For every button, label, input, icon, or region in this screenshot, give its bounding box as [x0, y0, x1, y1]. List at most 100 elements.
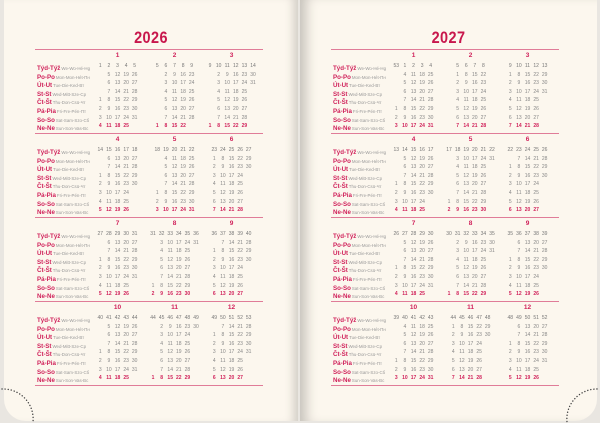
row-label-other-languages: Mon-Mon-Hét-Пн: [55, 242, 90, 248]
month-grid: 23 1 2 3 4 5 6 7 24 8 9 10 11 12 13 14 25 15 16 17 18 19 20 21 2…: [203, 146, 260, 215]
week-number: 30: [427, 231, 434, 237]
week-number: 11: [524, 63, 531, 69]
week-column: 22 25 26 27 28 29 30 31: [187, 146, 196, 215]
day-cell: 27: [427, 248, 434, 255]
week-number: 22: [489, 147, 495, 153]
day-cell: 19: [419, 239, 425, 246]
day-cell: 5: [456, 265, 459, 272]
divider: [35, 133, 263, 135]
row-label-other-languages: Wed-Mitt-Sze-Ср: [52, 91, 87, 97]
week-number: 29: [419, 231, 425, 237]
row-label-other-languages: Tue-Die-Ked-Вт: [349, 167, 381, 173]
row-label: Po-PoMon-Mon-Hét-Пн: [37, 239, 90, 249]
day-cell: 19: [233, 97, 239, 104]
day-cell: 29: [188, 189, 195, 196]
week-column: 44 1 2 3 4 5 6 7: [449, 314, 458, 383]
day-cell: 31: [427, 282, 434, 289]
week-column: 53 28 29 30 31: [244, 314, 253, 383]
day-cell: 31: [131, 114, 138, 121]
week-number: 35: [489, 231, 495, 237]
day-cell: [149, 357, 158, 366]
day-cell: 7: [164, 181, 168, 188]
day-cell: 26: [237, 282, 243, 289]
week-number: 19: [163, 147, 169, 153]
day-cell: [483, 348, 492, 357]
week-number: 44: [450, 315, 457, 321]
row-label: Pá-PiaFri-Fre-Pén-Пт: [333, 273, 382, 283]
week-column: 23 7 8 9 10 11 12 13: [515, 146, 524, 215]
day-cell: 1: [394, 357, 398, 364]
row-label-other-languages: Sat-Sam-Szo-Сб: [55, 369, 90, 375]
row-label-other-languages: Wed-Mitt-Sze-Ср: [348, 259, 383, 265]
day-cell: 29: [541, 340, 548, 347]
day-cell: 10: [402, 198, 408, 205]
row-label: Čt-ŠtThu-Don-Csü-Чт: [37, 96, 86, 106]
sunday-day: 1: [208, 123, 212, 130]
day-cell: [445, 282, 454, 291]
day-cell: 17: [114, 189, 121, 196]
row-label-czech: Pá-Pia: [333, 276, 352, 283]
week-column: 11 15 16 17 18 19 20 21: [523, 62, 532, 131]
row-label-other-languages: Tue-Die-Ked-Вт: [53, 83, 85, 89]
row-label-other-languages: Tue-Die-Ked-Вт: [53, 251, 85, 257]
row-label: St-StWed-Mitt-Sze-Ср: [37, 256, 86, 266]
month-grid: 17 1 2 18 3 4 5 6 7 8 9 19 10 11 12 13 14 15 16 20 17 18 19 20 2…: [442, 146, 499, 215]
sunday-day: 24: [419, 375, 425, 382]
day-cell: [445, 189, 454, 198]
week-column: 31 1 2: [149, 230, 158, 299]
month-number: 9: [229, 220, 234, 227]
right-page: 2027 Týd-TýžWe-Wo-Hé-Hg Po-PoMon-Mon-Hét-…: [300, 0, 597, 421]
sunday-day: [244, 374, 253, 383]
row-label-czech: Čt-Št: [37, 267, 52, 275]
row-label-czech: Čt-Št: [333, 99, 348, 107]
week-column: 26 1 2 3 4: [392, 230, 401, 299]
week-number: 30: [123, 231, 129, 237]
week-column: 14 5 6 7 8 9 10 11: [401, 146, 410, 215]
day-cell: 4: [164, 88, 168, 95]
row-label-czech: Pá-Pia: [37, 360, 56, 367]
row-label-other-languages: Thu-Don-Csü-Чт: [52, 352, 86, 358]
day-cell: 10: [220, 265, 226, 272]
week-column: 30 1: [445, 230, 454, 299]
day-cell: 31: [489, 248, 495, 255]
day-cell: [488, 180, 497, 189]
week-number: 25: [533, 147, 539, 153]
month-number: 4: [115, 136, 120, 143]
day-cell: 30: [250, 71, 256, 78]
day-cell: [96, 340, 105, 349]
row-label-czech: Ne-Ne: [333, 209, 351, 217]
day-cell: 24: [476, 340, 482, 347]
day-cell: 5: [403, 332, 407, 339]
day-cell: 14: [463, 189, 469, 196]
row-label-other-languages: Fri-Fre-Pén-Пт: [352, 193, 382, 198]
day-cell: 9: [107, 265, 111, 272]
sunday-day: 7: [508, 123, 512, 130]
sunday-day: 15: [463, 291, 469, 298]
day-cell: 12: [410, 239, 417, 246]
day-cell: 2: [160, 323, 163, 330]
day-cell: 8: [221, 248, 225, 255]
day-cell: 1: [98, 256, 102, 263]
day-cell: 5: [456, 105, 459, 112]
week-column: 39 27 28 29 30: [540, 230, 549, 299]
day-cell: [483, 366, 492, 375]
day-cell: 10: [516, 357, 522, 364]
row-label-czech: Týd-Týž: [37, 149, 61, 156]
day-cell: 4: [212, 357, 216, 364]
week-number: 48: [184, 315, 191, 321]
week-column: 23 1 2 3 4 5 6 7: [210, 146, 219, 215]
week-number: 35: [184, 231, 191, 237]
day-cell: 12: [463, 265, 469, 272]
row-label-other-languages: Wed-Mitt-Sze-Ср: [348, 91, 383, 97]
divider: [35, 301, 263, 303]
row-label-other-languages: Thu-Don-Csü-Чт: [52, 184, 86, 190]
day-cell: 4: [456, 97, 459, 104]
day-cell: 31: [250, 80, 256, 87]
day-cell: 25: [188, 88, 195, 95]
week-column: 15 6 7 8 9 10 11 12: [105, 146, 114, 215]
row-label-other-languages: Wed-Mitt-Sze-Ср: [52, 343, 87, 349]
day-cell: 11: [516, 282, 522, 289]
day-cell: 29: [427, 357, 434, 364]
day-cell: [153, 88, 162, 97]
day-cell: 10: [220, 349, 226, 356]
